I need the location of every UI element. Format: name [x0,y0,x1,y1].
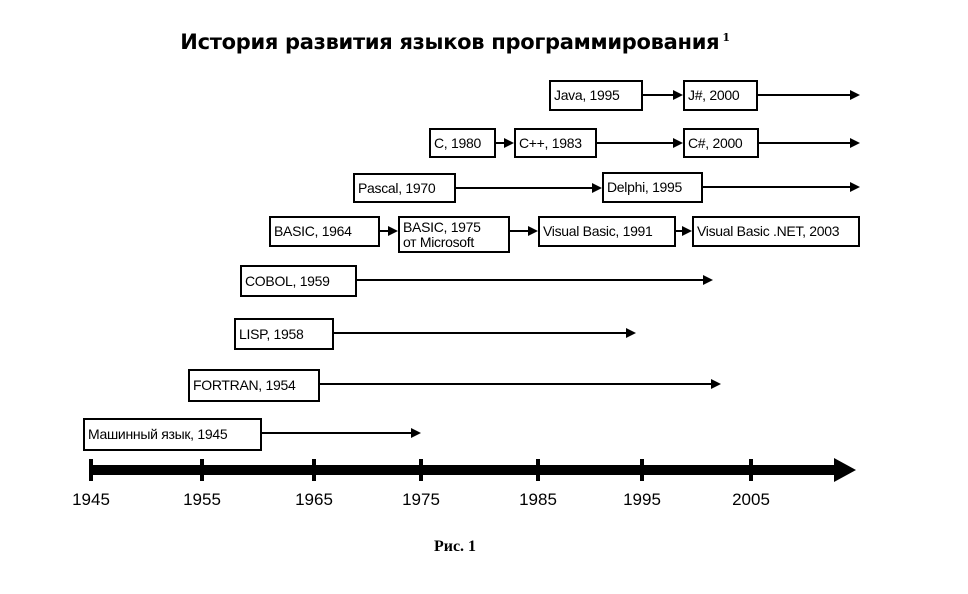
axis-tick-label: 2005 [732,490,770,509]
axis-tick [536,459,540,481]
language-box-c: C, 1980 [429,128,496,158]
language-label: J#, 2000 [688,87,740,103]
language-label: FORTRAN, 1954 [193,377,296,393]
time-axis [91,465,836,475]
footnote-mark: 1 [722,31,730,44]
arrow-head [673,90,683,100]
axis-tick [89,459,93,481]
axis-tick-label: 1965 [295,490,333,509]
arrow-head [711,379,721,389]
language-label: Delphi, 1995 [607,179,683,195]
axis-tick [200,459,204,481]
arrow-head [626,328,636,338]
axis-tick-label: 1955 [183,490,221,509]
arrow-head [850,90,860,100]
language-box-vb91: Visual Basic, 1991 [538,216,676,247]
language-label: от Microsoft [403,233,474,250]
arrow-head [388,226,398,236]
axis-tick-label: 1995 [623,490,661,509]
arrow-head [703,275,713,285]
language-label: C#, 2000 [688,134,743,151]
language-label: Java, 1995 [554,87,620,103]
language-box-lisp: LISP, 1958 [234,318,334,350]
language-box-csharp: C#, 2000 [683,128,759,158]
language-box-vbnet: Visual Basic .NET, 2003 [692,216,860,247]
diagram-title: История развития языков программирования… [0,30,910,54]
axis-arrow-head [834,458,856,482]
language-label: BASIC, 1975 [403,218,481,235]
language-label: C, 1980 [434,134,481,151]
language-box-pascal: Pascal, 1970 [353,173,456,203]
figure-caption: Рис. 1 [433,538,477,555]
arrow-head [592,183,602,193]
language-box-delphi: Delphi, 1995 [602,172,703,203]
language-box-basic75: BASIC, 1975 от Microsoft [398,216,510,253]
language-box-machine: Машинный язык, 1945 [83,418,262,451]
arrow-head [682,226,692,236]
arrow-head [411,428,421,438]
axis-tick-label: 1985 [519,490,557,509]
language-label: LISP, 1958 [239,325,304,342]
arrow-head [673,138,683,148]
language-label: Visual Basic .NET, 2003 [697,223,840,239]
arrow-head [850,182,860,192]
axis-tick [419,459,423,481]
language-box-java: Java, 1995 [549,80,643,111]
axis-tick-label: 1945 [72,490,110,509]
language-label: COBOL, 1959 [245,272,330,289]
arrow-head [850,138,860,148]
arrow-head [528,226,538,236]
arrow-head [504,138,514,148]
title-text: История развития языков программирования [180,30,720,54]
language-box-basic64: BASIC, 1964 [269,216,380,247]
language-box-cpp: C++, 1983 [514,128,597,158]
language-label: Pascal, 1970 [358,179,436,196]
language-label: BASIC, 1964 [274,223,352,239]
axis-tick-label: 1975 [402,490,440,509]
language-box-fortran: FORTRAN, 1954 [188,369,320,402]
axis-tick [312,459,316,481]
language-label: Visual Basic, 1991 [543,223,653,239]
axis-tick [640,459,644,481]
language-label: C++, 1983 [519,134,582,151]
axis-tick [749,459,753,481]
language-box-cobol: COBOL, 1959 [240,265,357,297]
language-box-jsharp: J#, 2000 [683,80,758,111]
language-label: Машинный язык, 1945 [88,426,228,442]
